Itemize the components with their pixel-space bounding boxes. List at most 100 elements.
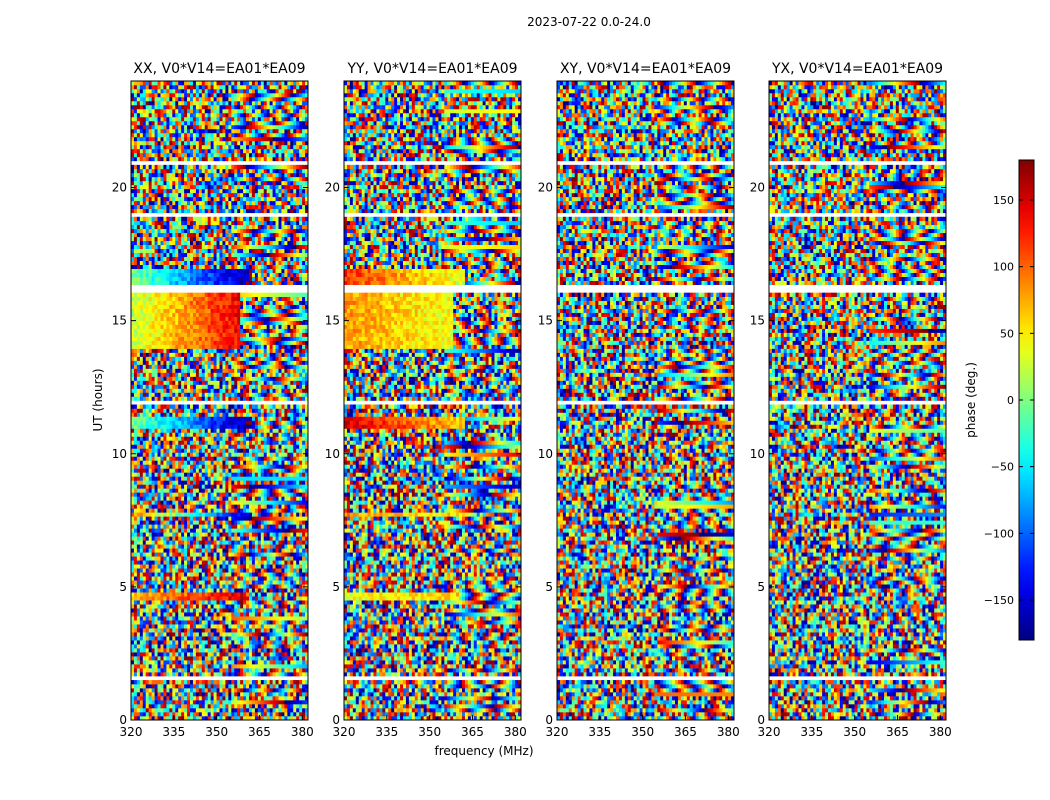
heatmap-cell (163, 492, 166, 496)
heatmap-cell (137, 692, 140, 696)
heatmap-cell (208, 592, 211, 596)
heatmap-cell (187, 528, 190, 532)
heatmap-cell (196, 684, 199, 688)
heatmap-cell (237, 596, 240, 600)
heatmap-cell (234, 480, 237, 484)
heatmap-cell (169, 389, 172, 393)
heatmap-cell (228, 636, 231, 640)
heatmap-cell (146, 608, 149, 612)
heatmap-cell (261, 520, 264, 524)
heatmap-cell (279, 496, 282, 500)
heatmap-cell (231, 680, 234, 684)
heatmap-cell (228, 512, 231, 516)
heatmap-cell (187, 508, 190, 512)
heatmap-cell (137, 397, 140, 401)
heatmap-cell (249, 700, 252, 704)
heatmap-cell (249, 684, 252, 688)
heatmap-cell (270, 616, 273, 620)
heatmap-cell (158, 560, 161, 564)
heatmap-cell (196, 612, 199, 616)
heatmap-cell (163, 444, 166, 448)
heatmap-cell (273, 448, 276, 452)
heatmap-cell (225, 648, 228, 652)
heatmap-cell (169, 544, 172, 548)
heatmap-cell (261, 416, 264, 420)
heatmap-cell (225, 560, 228, 564)
heatmap-cell (196, 664, 199, 668)
heatmap-cell (214, 668, 217, 672)
heatmap-cell (181, 524, 184, 528)
heatmap-cell (190, 628, 193, 632)
heatmap-cell (220, 420, 223, 424)
heatmap-cell (181, 436, 184, 440)
heatmap-cell (166, 692, 169, 696)
heatmap-cell (166, 389, 169, 393)
heatmap-cell (152, 536, 155, 540)
heatmap-cell (155, 484, 158, 488)
heatmap-cell (237, 692, 240, 696)
heatmap-cell (252, 688, 255, 692)
heatmap-cell (279, 668, 282, 672)
heatmap-cell (258, 416, 261, 420)
heatmap-cell (284, 616, 287, 620)
heatmap-cell (299, 520, 302, 524)
heatmap-cell (217, 612, 220, 616)
heatmap-cell (281, 628, 284, 632)
heatmap-cell (161, 448, 164, 452)
heatmap-cell (202, 468, 205, 472)
heatmap-cell (287, 560, 290, 564)
heatmap-cell (175, 576, 178, 580)
heatmap-cell (284, 548, 287, 552)
heatmap-cell (267, 632, 270, 636)
x-axis-label: frequency (MHz) (434, 744, 533, 758)
heatmap-cell (172, 548, 175, 552)
heatmap-cell (196, 624, 199, 628)
heatmap-cell (293, 436, 296, 440)
heatmap-cell (146, 512, 149, 516)
heatmap-cell (158, 708, 161, 712)
heatmap-cell (175, 385, 178, 389)
heatmap-cell (273, 428, 276, 432)
heatmap-cell (281, 672, 284, 676)
heatmap-cell (134, 624, 137, 628)
heatmap-cell (140, 520, 143, 524)
heatmap-cell (211, 704, 214, 708)
heatmap-cell (228, 552, 231, 556)
heatmap-cell (199, 636, 202, 640)
heatmap-cell (134, 492, 137, 496)
heatmap-cell (166, 468, 169, 472)
heatmap-cell (249, 552, 252, 556)
heatmap-cell (184, 592, 187, 596)
heatmap-cell (146, 520, 149, 524)
heatmap-cell (166, 472, 169, 476)
heatmap-cell (163, 616, 166, 620)
heatmap-cell (152, 628, 155, 632)
heatmap-cell (143, 452, 146, 456)
heatmap-cell (299, 616, 302, 620)
heatmap-cell (258, 684, 261, 688)
heatmap-cell (302, 464, 305, 468)
heatmap-cell (161, 580, 164, 584)
heatmap-cell (228, 393, 231, 397)
heatmap-cell (279, 624, 282, 628)
heatmap-cell (302, 416, 305, 420)
heatmap-cell (166, 377, 169, 381)
heatmap-cell (237, 608, 240, 612)
heatmap-cell (249, 580, 252, 584)
heatmap-cell (169, 416, 172, 420)
heatmap-cell (208, 536, 211, 540)
heatmap-cell (258, 628, 261, 632)
heatmap-cell (202, 385, 205, 389)
heatmap-cell (155, 448, 158, 452)
heatmap-cell (175, 668, 178, 672)
heatmap-cell (193, 644, 196, 648)
heatmap-cell (187, 692, 190, 696)
heatmap-cell (246, 636, 249, 640)
heatmap-cell (211, 624, 214, 628)
heatmap-cell (184, 492, 187, 496)
heatmap-cell (243, 424, 246, 428)
heatmap-cell (273, 404, 276, 408)
heatmap-cell (255, 404, 258, 408)
heatmap-cell (252, 385, 255, 389)
heatmap-cell (237, 444, 240, 448)
